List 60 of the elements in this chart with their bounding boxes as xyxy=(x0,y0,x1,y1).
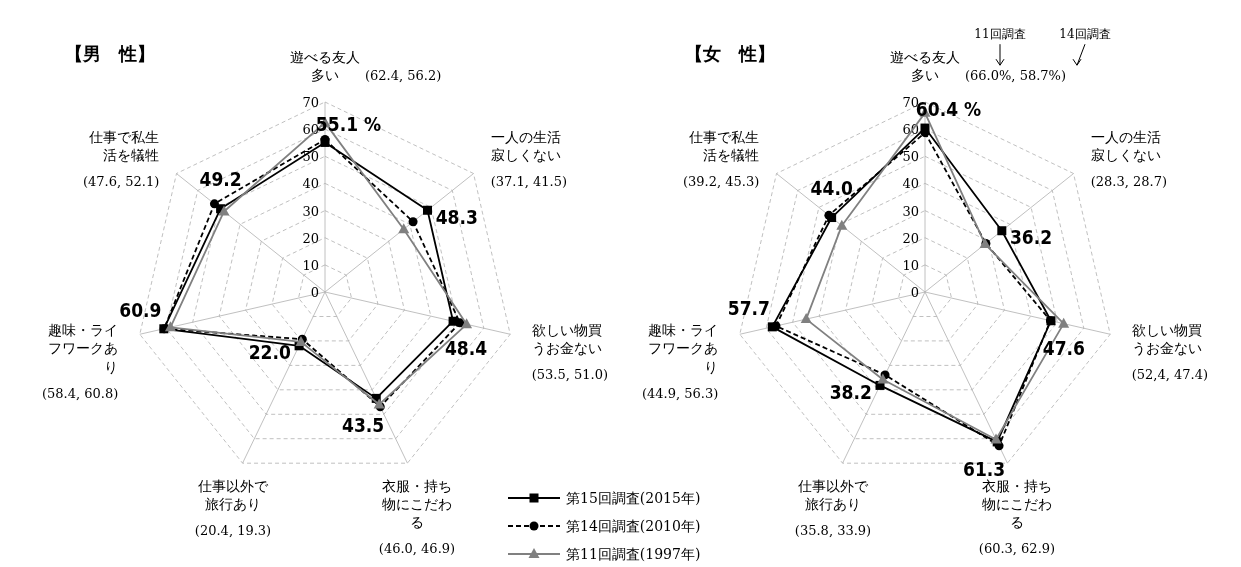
data-label: 43.5 xyxy=(342,414,385,437)
spoke-label: 仕事以外で旅行あり xyxy=(197,478,270,513)
text: (35.8, 33.9) xyxy=(794,523,872,539)
data-label: 36.2 xyxy=(1009,226,1053,249)
data-label: 44.0 xyxy=(810,176,853,199)
spoke-label: 衣服・持ち物にこだわる xyxy=(381,478,452,531)
data-label: 61.3 xyxy=(963,457,1006,480)
y-tick-label: 20 xyxy=(902,230,919,246)
spoke-label: 遊べる友人多い xyxy=(290,49,360,84)
data-label: 47.6 xyxy=(1042,336,1086,359)
text: (58.4, 60.8) xyxy=(42,385,119,401)
text: (44.9, 56.3) xyxy=(642,385,719,401)
legend-label: 第14回調査(2010年) xyxy=(566,518,701,534)
y-tick-label: 10 xyxy=(902,257,919,273)
text: (37.1, 41.5) xyxy=(490,174,568,190)
data-label: 49.2 xyxy=(199,167,242,190)
text: 11回調査 xyxy=(974,27,1026,42)
text: (66.0%, 58.7%) xyxy=(965,68,1067,84)
text: (46.0, 46.9) xyxy=(378,541,456,557)
legend-label: 第11回調査(1997年) xyxy=(566,546,701,562)
spoke-label: 遊べる友人多い xyxy=(890,49,960,84)
text: 14回調査 xyxy=(1059,27,1111,42)
spoke-label: 仕事で私生活を犠牲 xyxy=(88,128,160,164)
text: (53.5, 51.0) xyxy=(531,367,608,383)
data-label: 57.7 xyxy=(727,297,770,320)
y-tick-label: 70 xyxy=(302,95,319,110)
text: (47.6, 52.1) xyxy=(82,174,160,190)
y-tick-label: 50 xyxy=(902,149,919,165)
text: (20.4, 19.3) xyxy=(194,523,272,539)
data-label: 48.4 xyxy=(444,337,488,360)
y-tick-label: 30 xyxy=(302,203,319,219)
y-tick-label: 40 xyxy=(302,176,319,192)
text: (62.4, 56.2) xyxy=(365,68,442,84)
data-label: 38.2 xyxy=(829,381,872,404)
spoke-label: 仕事以外で旅行あり xyxy=(797,478,870,513)
spoke-label: 欲しい物買うお金ない xyxy=(1131,322,1202,357)
y-tick-label: 40 xyxy=(902,176,919,192)
text: (39.2, 45.3) xyxy=(682,174,760,190)
chart-title: 【男 性】 xyxy=(65,43,155,64)
y-tick-label: 60 xyxy=(902,122,919,138)
data-label: 22.0 xyxy=(248,341,292,364)
text: (60.3, 62.9) xyxy=(978,541,1056,557)
y-tick-label: 20 xyxy=(302,230,319,246)
spoke-label: 一人の生活寂しくない xyxy=(1090,128,1161,164)
y-tick-label: 0 xyxy=(910,285,919,300)
spoke-label: 欲しい物買うお金ない xyxy=(531,322,602,357)
legend-label: 第15回調査(2015年) xyxy=(566,490,701,506)
y-tick-label: 10 xyxy=(302,257,319,273)
spoke-label: 一人の生活寂しくない xyxy=(490,128,561,164)
spoke-label: 趣味・ライフワークあり xyxy=(48,322,119,375)
text: (52,4, 47.4) xyxy=(1131,367,1208,383)
text: (28.3, 28.7) xyxy=(1090,174,1168,190)
data-label: 48.3 xyxy=(435,206,478,229)
chart-title: 【女 性】 xyxy=(685,43,775,64)
data-label: 60.9 xyxy=(119,299,162,322)
spoke-label: 衣服・持ち物にこだわる xyxy=(981,478,1052,531)
spoke-label: 趣味・ライフワークあり xyxy=(648,322,719,375)
spoke-label: 仕事で私生活を犠牲 xyxy=(688,128,760,164)
y-tick-label: 0 xyxy=(310,285,319,300)
y-tick-label: 30 xyxy=(902,203,919,219)
